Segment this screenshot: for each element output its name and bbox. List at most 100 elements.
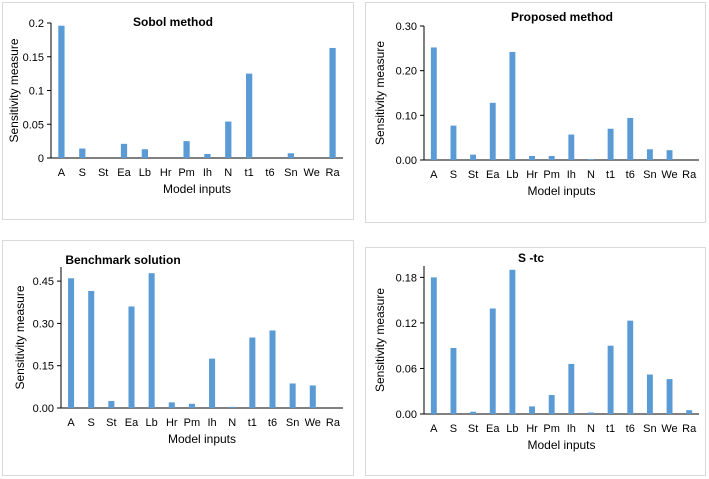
- x-tick-label: A: [58, 167, 66, 179]
- x-tick-label: Pm: [543, 423, 560, 435]
- bar-t6: [269, 330, 276, 408]
- bar-s: [88, 290, 95, 408]
- y-tick-label: 0.30: [396, 21, 417, 33]
- chart-title: Sobol method: [133, 15, 213, 29]
- x-tick-label: A: [67, 417, 75, 429]
- x-tick-label: St: [468, 169, 478, 181]
- bar-pm: [188, 403, 195, 408]
- bar-t6: [627, 118, 634, 160]
- x-tick-label: Ea: [486, 423, 500, 435]
- y-tick-label: 0.1: [29, 86, 44, 98]
- y-tick-label: 0.00: [396, 155, 417, 167]
- bar-ea: [120, 143, 128, 158]
- x-tick-label: We: [661, 169, 677, 181]
- x-tick-label: S: [88, 417, 95, 429]
- x-tick-label: t6: [268, 417, 277, 429]
- x-tick-label: Lb: [506, 169, 518, 181]
- bar-we: [309, 385, 316, 408]
- bar-sn: [646, 374, 653, 414]
- bar-ih: [204, 153, 211, 158]
- x-tick-label: S: [450, 169, 457, 181]
- x-tick-label: N: [587, 169, 595, 181]
- chart-panel-proposed-method: Proposed method 0.00 0.10 0.20 0.30 A S St Ea Lb H…: [365, 2, 706, 223]
- bar-n: [588, 412, 594, 414]
- bar-st: [470, 411, 477, 414]
- y-tick-label: 0.15: [23, 52, 44, 64]
- x-tick-label: A: [430, 169, 438, 181]
- bar-lb: [148, 273, 155, 408]
- x-tick-label: We: [304, 167, 320, 179]
- x-tick-label: t6: [265, 167, 274, 179]
- bar-hr: [529, 155, 535, 160]
- bar-t6: [627, 320, 634, 414]
- bar-t1: [607, 128, 614, 160]
- x-tick-label: S: [79, 167, 86, 179]
- bar-ra: [329, 47, 336, 158]
- x-tick-label: Lb: [146, 417, 158, 429]
- x-tick-label: Hr: [160, 167, 172, 179]
- x-tick-label: Sn: [284, 167, 297, 179]
- bar-ra: [686, 410, 693, 414]
- x-tick-label: Lb: [139, 167, 151, 179]
- x-tick-label: Ea: [117, 167, 131, 179]
- y-tick-label: 0.2: [29, 18, 44, 30]
- x-tick-label: Ih: [567, 169, 576, 181]
- chart-title: S -tc: [518, 251, 544, 265]
- x-tick-label: t1: [245, 167, 254, 179]
- x-tick-label: Lb: [506, 423, 518, 435]
- bar-a: [430, 277, 437, 414]
- bar-t1: [607, 345, 614, 414]
- y-tick-label: 0: [38, 153, 44, 165]
- x-tick-label: Ea: [125, 417, 139, 429]
- x-tick-label: N: [587, 423, 595, 435]
- x-tick-label: A: [430, 423, 438, 435]
- y-tick-label: 0.00: [33, 403, 54, 415]
- x-tick-label: St: [98, 167, 108, 179]
- y-tick-label: 0.00: [396, 409, 417, 421]
- bar-n: [588, 159, 594, 160]
- x-tick-label: Pm: [184, 417, 201, 429]
- y-tick-label: 0.05: [23, 119, 44, 131]
- x-tick-label: Hr: [166, 417, 178, 429]
- x-tick-label: Ra: [326, 167, 341, 179]
- y-tick-label: 0.10: [396, 110, 417, 122]
- x-tick-label: Ra: [682, 169, 697, 181]
- bar-ih: [209, 358, 216, 408]
- x-tick-label: S: [450, 423, 457, 435]
- bar-pm: [548, 395, 555, 414]
- x-tick-label: t6: [626, 423, 635, 435]
- x-tick-label: St: [468, 423, 478, 435]
- x-tick-label: t1: [606, 423, 615, 435]
- bar-a: [68, 278, 75, 408]
- x-axis-label: Model inputs: [527, 438, 595, 452]
- x-tick-label: Sn: [643, 169, 656, 181]
- bar-t1: [246, 73, 253, 158]
- chart-panel-benchmark-solution: Benchmark solution 0.00 0.15 0.30 0.45 A S St Ea…: [2, 240, 354, 476]
- y-axis-label: Sensitivity measure: [373, 288, 387, 392]
- x-axis-label: Model inputs: [527, 184, 595, 198]
- bar-pm: [548, 155, 555, 160]
- x-tick-label: t1: [606, 169, 615, 181]
- x-tick-label: Ih: [207, 417, 216, 429]
- x-tick-label: Hr: [526, 169, 538, 181]
- bar-we: [666, 150, 673, 160]
- bar-ea: [128, 306, 135, 408]
- y-tick-label: 0.12: [396, 318, 417, 330]
- chart-title: Benchmark solution: [65, 253, 180, 267]
- chart-sobol-method: Sobol method 0 0.05 0.1 0.15 0.2 A S St Ea Lb Hr Pm I…: [7, 15, 343, 196]
- bar-st: [108, 400, 115, 408]
- bar-ih: [568, 363, 575, 414]
- x-tick-label: t1: [248, 417, 257, 429]
- bar-sn: [646, 149, 653, 160]
- chart-proposed-method: Proposed method 0.00 0.10 0.20 0.30 A S St Ea Lb H…: [373, 10, 699, 198]
- x-axis-label: Model inputs: [168, 432, 236, 446]
- bar-t1: [249, 337, 256, 408]
- y-tick-label: 0.18: [396, 272, 417, 284]
- bar-we: [666, 379, 673, 414]
- y-axis-label: Sensitivity measure: [13, 285, 27, 389]
- chart-panel-sobol-method: Sobol method 0 0.05 0.1 0.15 0.2 A S St Ea Lb Hr Pm I…: [2, 2, 354, 220]
- chart-benchmark-solution: Benchmark solution 0.00 0.15 0.30 0.45 A S St Ea…: [13, 253, 343, 446]
- chart-title: Proposed method: [511, 10, 613, 24]
